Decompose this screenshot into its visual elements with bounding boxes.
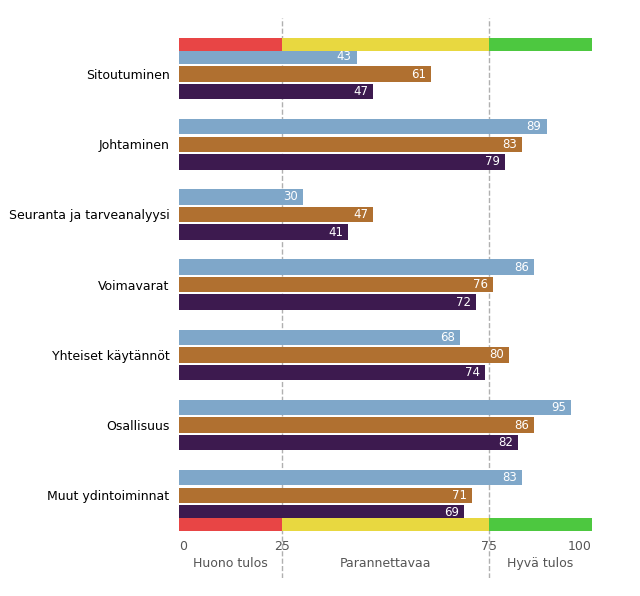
Text: 86: 86 (515, 260, 529, 274)
Bar (179, 330, 460, 345)
Text: 0: 0 (179, 539, 188, 552)
Text: 25: 25 (275, 539, 291, 552)
Bar (179, 84, 373, 100)
Bar (179, 417, 534, 433)
Text: 86: 86 (515, 418, 529, 432)
Bar (179, 119, 547, 135)
Bar (179, 154, 505, 169)
Bar (179, 259, 534, 275)
Text: 79: 79 (485, 156, 500, 168)
Text: 30: 30 (284, 190, 298, 203)
Bar (179, 488, 472, 503)
Text: 80: 80 (490, 349, 504, 361)
Bar (179, 435, 518, 451)
Bar (489, 519, 592, 531)
Bar (179, 49, 356, 64)
Text: 82: 82 (498, 436, 513, 449)
Bar (179, 505, 464, 520)
Bar (179, 400, 572, 415)
Bar (179, 224, 348, 240)
Bar (179, 136, 522, 152)
Bar (179, 470, 522, 486)
Text: 89: 89 (527, 120, 541, 133)
Text: 47: 47 (353, 208, 368, 221)
Bar (179, 189, 303, 204)
Text: Parannettavaa: Parannettavaa (340, 557, 431, 570)
Text: 83: 83 (502, 471, 516, 484)
Text: Hyvä tulos: Hyvä tulos (507, 557, 573, 570)
Text: 83: 83 (502, 138, 516, 151)
Text: 74: 74 (465, 366, 479, 379)
Bar (179, 277, 493, 293)
Bar (179, 38, 282, 51)
Bar (282, 519, 489, 531)
Text: 72: 72 (456, 296, 472, 309)
Bar (179, 294, 476, 310)
Bar (179, 519, 282, 531)
Bar (282, 38, 489, 51)
Text: 41: 41 (328, 225, 344, 238)
Bar (179, 66, 431, 82)
Text: 100: 100 (568, 539, 592, 552)
Text: 69: 69 (444, 507, 459, 519)
Bar (489, 38, 592, 51)
Text: 43: 43 (337, 50, 352, 63)
Text: 47: 47 (353, 85, 368, 98)
Text: 61: 61 (411, 67, 426, 80)
Text: 76: 76 (473, 278, 488, 291)
Bar (179, 365, 484, 380)
Text: 95: 95 (552, 401, 566, 414)
Bar (179, 347, 509, 362)
Text: 75: 75 (481, 539, 497, 552)
Text: Huono tulos: Huono tulos (193, 557, 268, 570)
Bar (179, 207, 373, 222)
Text: 71: 71 (452, 489, 467, 502)
Text: 68: 68 (440, 331, 455, 344)
